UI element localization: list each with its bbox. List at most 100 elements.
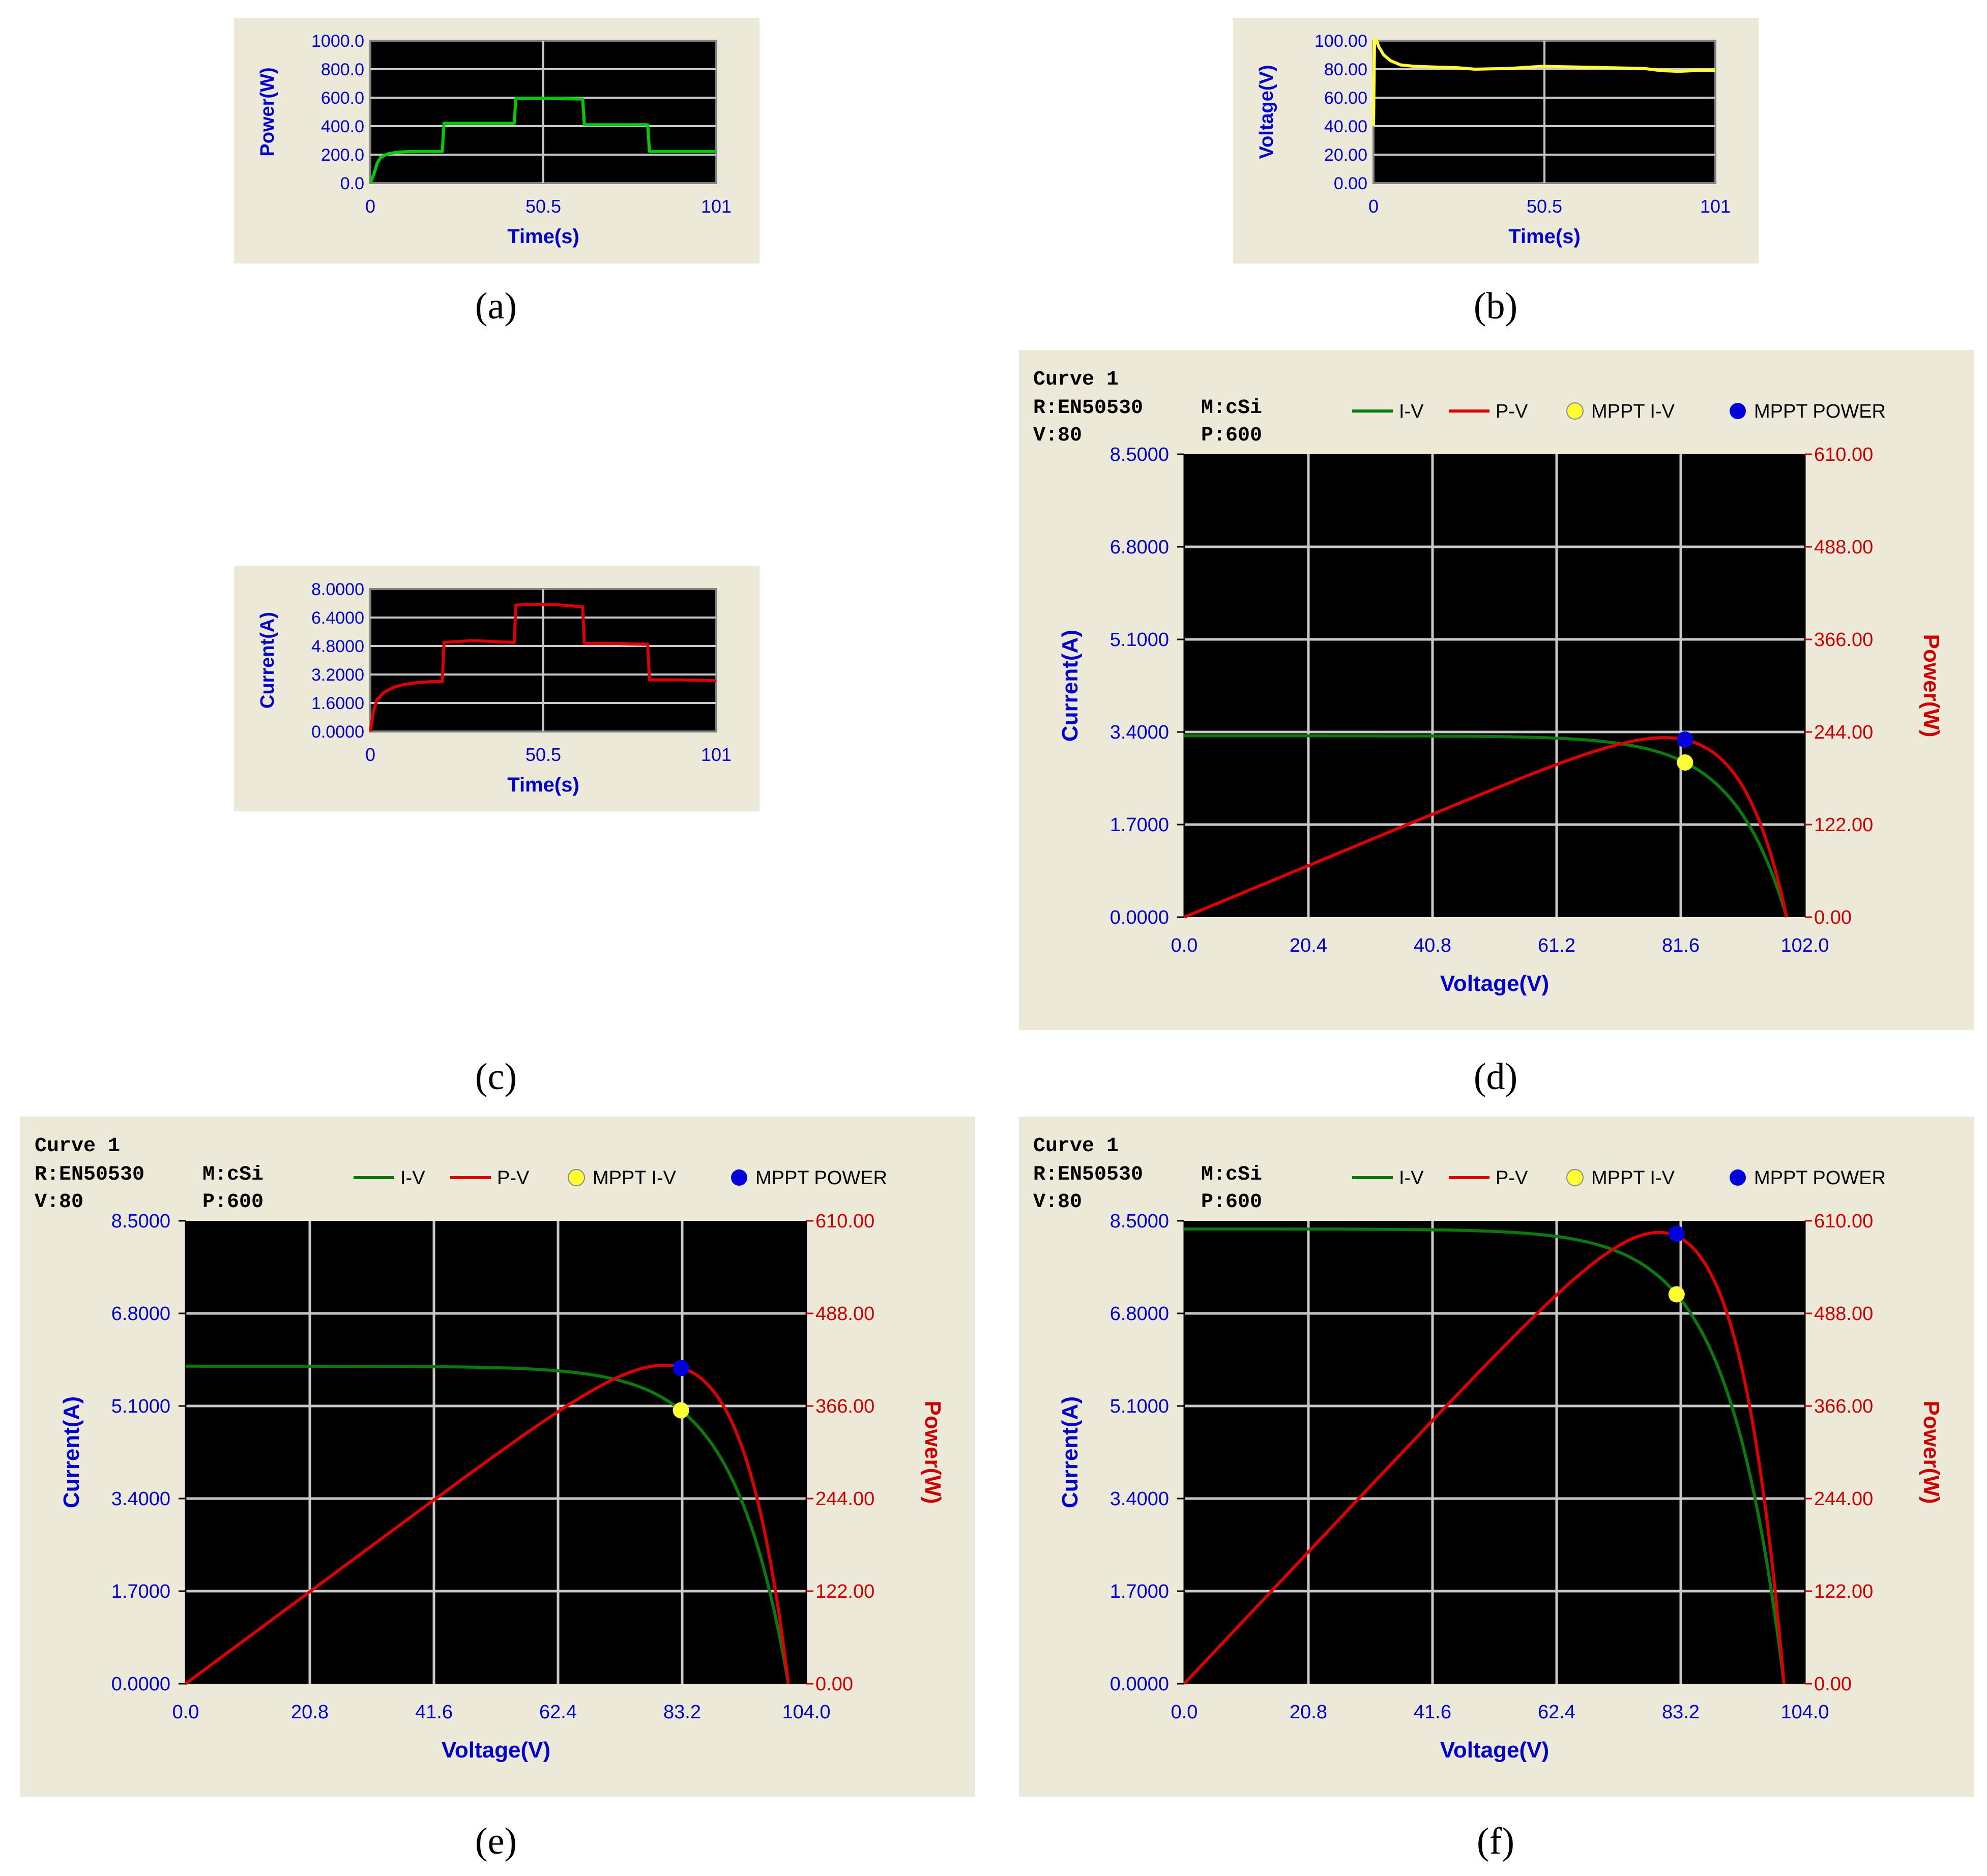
y2-tick-label: 244.00 <box>1814 1488 1873 1510</box>
x-tick-label: 101 <box>701 744 732 765</box>
y2-tick-label: 244.00 <box>1814 722 1873 743</box>
x-tick-label: 41.6 <box>1414 1702 1451 1723</box>
y-tick-label: 8.0000 <box>311 580 364 599</box>
legend-label-iv: I-V <box>1399 1167 1424 1189</box>
caption-f: (f) <box>1477 1821 1514 1862</box>
x-tick-label: 0.0 <box>172 1702 199 1723</box>
x-tick-label: 20.8 <box>1290 1702 1327 1723</box>
x-axis-label: Voltage(V) <box>1440 1738 1549 1763</box>
y-tick-label: 0.0000 <box>311 722 364 742</box>
iv-curve <box>1184 1227 1786 1684</box>
chart-d: Curve 1 R:EN50530 M:cSi V:80 P:600 I-V P-V MPPT… <box>1019 350 1974 1030</box>
caption-e: (e) <box>475 1821 517 1862</box>
legend-label-pv: P-V <box>1496 1167 1528 1189</box>
legend-marker-mppt-iv <box>568 1169 585 1186</box>
header-r: R:EN50530 <box>1033 1163 1143 1186</box>
y-tick-label: 6.8000 <box>1110 537 1169 558</box>
y2-tick-label: 488.00 <box>1814 537 1873 558</box>
y2-tick-label: 366.00 <box>815 1396 874 1417</box>
legend-label-iv: I-V <box>1399 401 1424 422</box>
y-tick-label: 6.4000 <box>311 608 364 628</box>
legend-label-iv: I-V <box>400 1167 425 1189</box>
y2-tick-label: 0.00 <box>815 1674 853 1695</box>
x-tick-label: 20.8 <box>291 1702 329 1723</box>
y-axis-label: Current(A) <box>1058 630 1083 742</box>
y2-tick-label: 122.00 <box>815 1581 874 1602</box>
header-v: V:80 <box>35 1191 83 1214</box>
y-tick-label: 5.1000 <box>1110 1396 1169 1417</box>
y-axis-label: Current(A) <box>1058 1396 1083 1508</box>
y-axis-label: Voltage(V) <box>1256 65 1277 159</box>
x-tick-label: 102.0 <box>1780 935 1829 956</box>
x-tick-label: 104.0 <box>782 1702 830 1723</box>
x-tick-label: 62.4 <box>1538 1702 1575 1723</box>
y-tick-label: 3.2000 <box>311 665 364 685</box>
y-tick-label: 8.5000 <box>111 1211 170 1232</box>
mppt-iv-point <box>673 1402 689 1419</box>
mppt-power-point <box>1668 1225 1685 1242</box>
series-line-yellow <box>1372 38 1715 127</box>
legend-label-mppt-power: MPPT POWER <box>755 1167 887 1189</box>
y2-tick-label: 488.00 <box>815 1303 874 1325</box>
y2-axis-label: Power(W) <box>1919 1401 1944 1504</box>
y-tick-label: 400.0 <box>321 117 364 136</box>
x-tick-label: 50.5 <box>1527 196 1562 217</box>
y-tick-label: 80.00 <box>1324 60 1367 79</box>
y-axis-label: Current(A) <box>257 612 278 709</box>
curve-title: Curve 1 <box>1033 1135 1119 1158</box>
header-m: M:cSi <box>202 1163 264 1186</box>
y-tick-label: 0.0 <box>340 174 364 193</box>
pv-curve <box>1183 1230 1786 1685</box>
plot-area <box>1184 454 1805 917</box>
chart-e: Curve 1 R:EN50530 M:cSi V:80 P:600 I-V P-V MPPT… <box>20 1117 975 1797</box>
header-m: M:cSi <box>1201 1163 1262 1186</box>
caption-c: (c) <box>475 1056 517 1098</box>
x-tick-label: 101 <box>701 196 732 217</box>
y-tick-label: 1.7000 <box>1110 1581 1169 1602</box>
y2-tick-label: 366.00 <box>1814 629 1873 651</box>
y-tick-label: 5.1000 <box>111 1396 170 1417</box>
y-axis-label: Power(W) <box>257 67 278 156</box>
y-tick-label: 4.8000 <box>311 637 364 656</box>
y-tick-label: 800.0 <box>321 60 364 79</box>
x-tick-label: 50.5 <box>525 744 561 765</box>
legend-marker-mppt-iv <box>1566 402 1584 420</box>
y2-tick-label: 0.00 <box>1814 907 1852 928</box>
y2-tick-label: 488.00 <box>1814 1303 1873 1325</box>
legend-label-pv: P-V <box>1496 401 1528 422</box>
y-tick-label: 200.0 <box>321 145 364 165</box>
header-r: R:EN50530 <box>35 1163 144 1186</box>
header-p: P:600 <box>1201 424 1262 447</box>
y2-axis-label: Power(W) <box>920 1401 945 1504</box>
chart-b: 0.00 20.00 40.00 60.00 80.00 100.00 0 50.5 101 Ti… <box>1233 18 1759 263</box>
y-tick-label: 1000.0 <box>311 32 364 51</box>
series-line-red <box>369 602 717 732</box>
x-tick-label: 104.0 <box>1780 1702 1829 1723</box>
legend-marker-mppt-iv <box>1566 1169 1584 1186</box>
header-p: P:600 <box>202 1191 264 1214</box>
header-v: V:80 <box>1033 424 1082 447</box>
x-tick-label: 0.0 <box>1171 1702 1198 1723</box>
curve-title: Curve 1 <box>1033 368 1119 391</box>
caption-d: (d) <box>1473 1056 1518 1098</box>
y2-tick-label: 610.00 <box>1814 444 1873 465</box>
x-tick-label: 83.2 <box>1662 1702 1700 1723</box>
header-p: P:600 <box>1201 1191 1262 1214</box>
y2-tick-label: 610.00 <box>815 1211 874 1232</box>
legend-label-mppt-iv: MPPT I-V <box>1591 1167 1675 1189</box>
y-tick-label: 0.0000 <box>1110 1674 1169 1695</box>
plot-area <box>1184 1221 1805 1684</box>
y-tick-label: 6.8000 <box>1110 1303 1169 1325</box>
mppt-power-point <box>673 1360 689 1376</box>
chart-c: 0.0000 1.6000 3.2000 4.8000 6.4000 8.0000 0 50.… <box>234 566 759 811</box>
x-tick-label: 50.5 <box>525 196 561 217</box>
y-tick-label: 1.6000 <box>311 694 364 713</box>
header-r: R:EN50530 <box>1033 397 1143 420</box>
legend: I-V P-V MPPT I-V MPPT POWER <box>1352 401 1886 422</box>
legend-marker-mppt-power <box>1730 403 1746 419</box>
mppt-power-point <box>1677 731 1693 748</box>
x-tick-label: 101 <box>1700 196 1731 217</box>
x-tick-label: 0 <box>365 196 375 217</box>
x-axis-label: Time(s) <box>507 225 579 248</box>
